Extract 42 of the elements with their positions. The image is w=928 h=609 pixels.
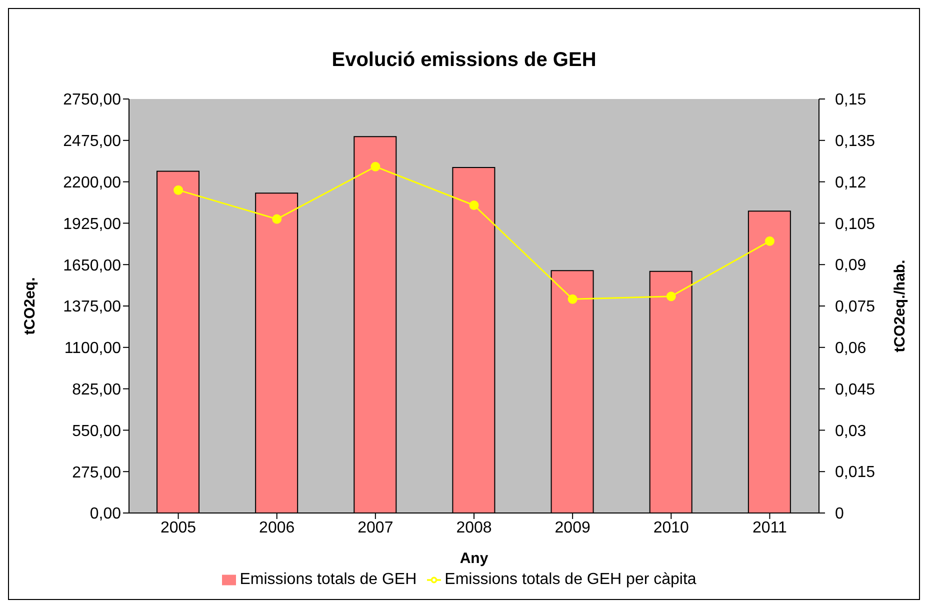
point xyxy=(469,200,479,210)
y2-tick-label: 0 xyxy=(835,506,844,523)
x-tick-label: 2005 xyxy=(160,519,196,536)
x-tick-label: 2008 xyxy=(456,519,492,536)
x-tick-label: 2006 xyxy=(259,519,295,536)
y2-tick-label: 0,03 xyxy=(835,422,866,440)
y-tick-label: 2200,00 xyxy=(63,174,122,192)
y-tick-label: 2750,00 xyxy=(63,92,122,109)
y2-tick-label: 0,15 xyxy=(835,92,866,109)
x-axis-title: Any xyxy=(460,550,489,567)
point xyxy=(764,236,774,246)
x-tick-label: 2010 xyxy=(653,519,690,536)
y-tick-label: 1650,00 xyxy=(63,257,122,274)
x-tick-label: 2007 xyxy=(358,519,394,536)
x-tick-label: 2011 xyxy=(752,519,788,536)
y2-tick-label: 0,045 xyxy=(835,381,876,398)
chart-title: Evolució emissions de GEH xyxy=(330,48,598,73)
y-tick-label: 2475,00 xyxy=(63,133,122,150)
x-tick-label: 2009 xyxy=(554,519,590,536)
point xyxy=(174,185,184,195)
y2-tick-label: 0,135 xyxy=(835,133,876,150)
y-tick-label: 1925,00 xyxy=(63,216,122,233)
y2-tick-label: 0,075 xyxy=(835,298,876,316)
y2-tick-label: 0,06 xyxy=(835,340,866,357)
y-tick-label: 550,00 xyxy=(72,422,122,440)
point xyxy=(272,214,282,224)
y-axis-title: tCO2eq. xyxy=(21,277,38,335)
legend-label: Emissions totals de GEH xyxy=(240,571,417,588)
y2-tick-label: 0,105 xyxy=(835,216,876,233)
legend-label: Emissions totals de GEH per càpita xyxy=(444,571,696,588)
y2-tick-label: 0,12 xyxy=(835,174,866,192)
point xyxy=(666,292,676,302)
point xyxy=(568,294,578,304)
y-tick-label: 1375,00 xyxy=(63,298,122,316)
y2-tick-label: 0,015 xyxy=(835,464,876,482)
y-tick-label: 825,00 xyxy=(72,381,122,398)
point xyxy=(370,162,380,172)
y-tick-label: 275,00 xyxy=(72,464,122,482)
y-tick-label: 0,00 xyxy=(90,506,122,523)
y2-tick-label: 0,09 xyxy=(835,257,866,274)
y-tick-label: 1100,00 xyxy=(64,340,122,358)
y2-axis-title: tCO2eq./hab. xyxy=(891,260,908,352)
